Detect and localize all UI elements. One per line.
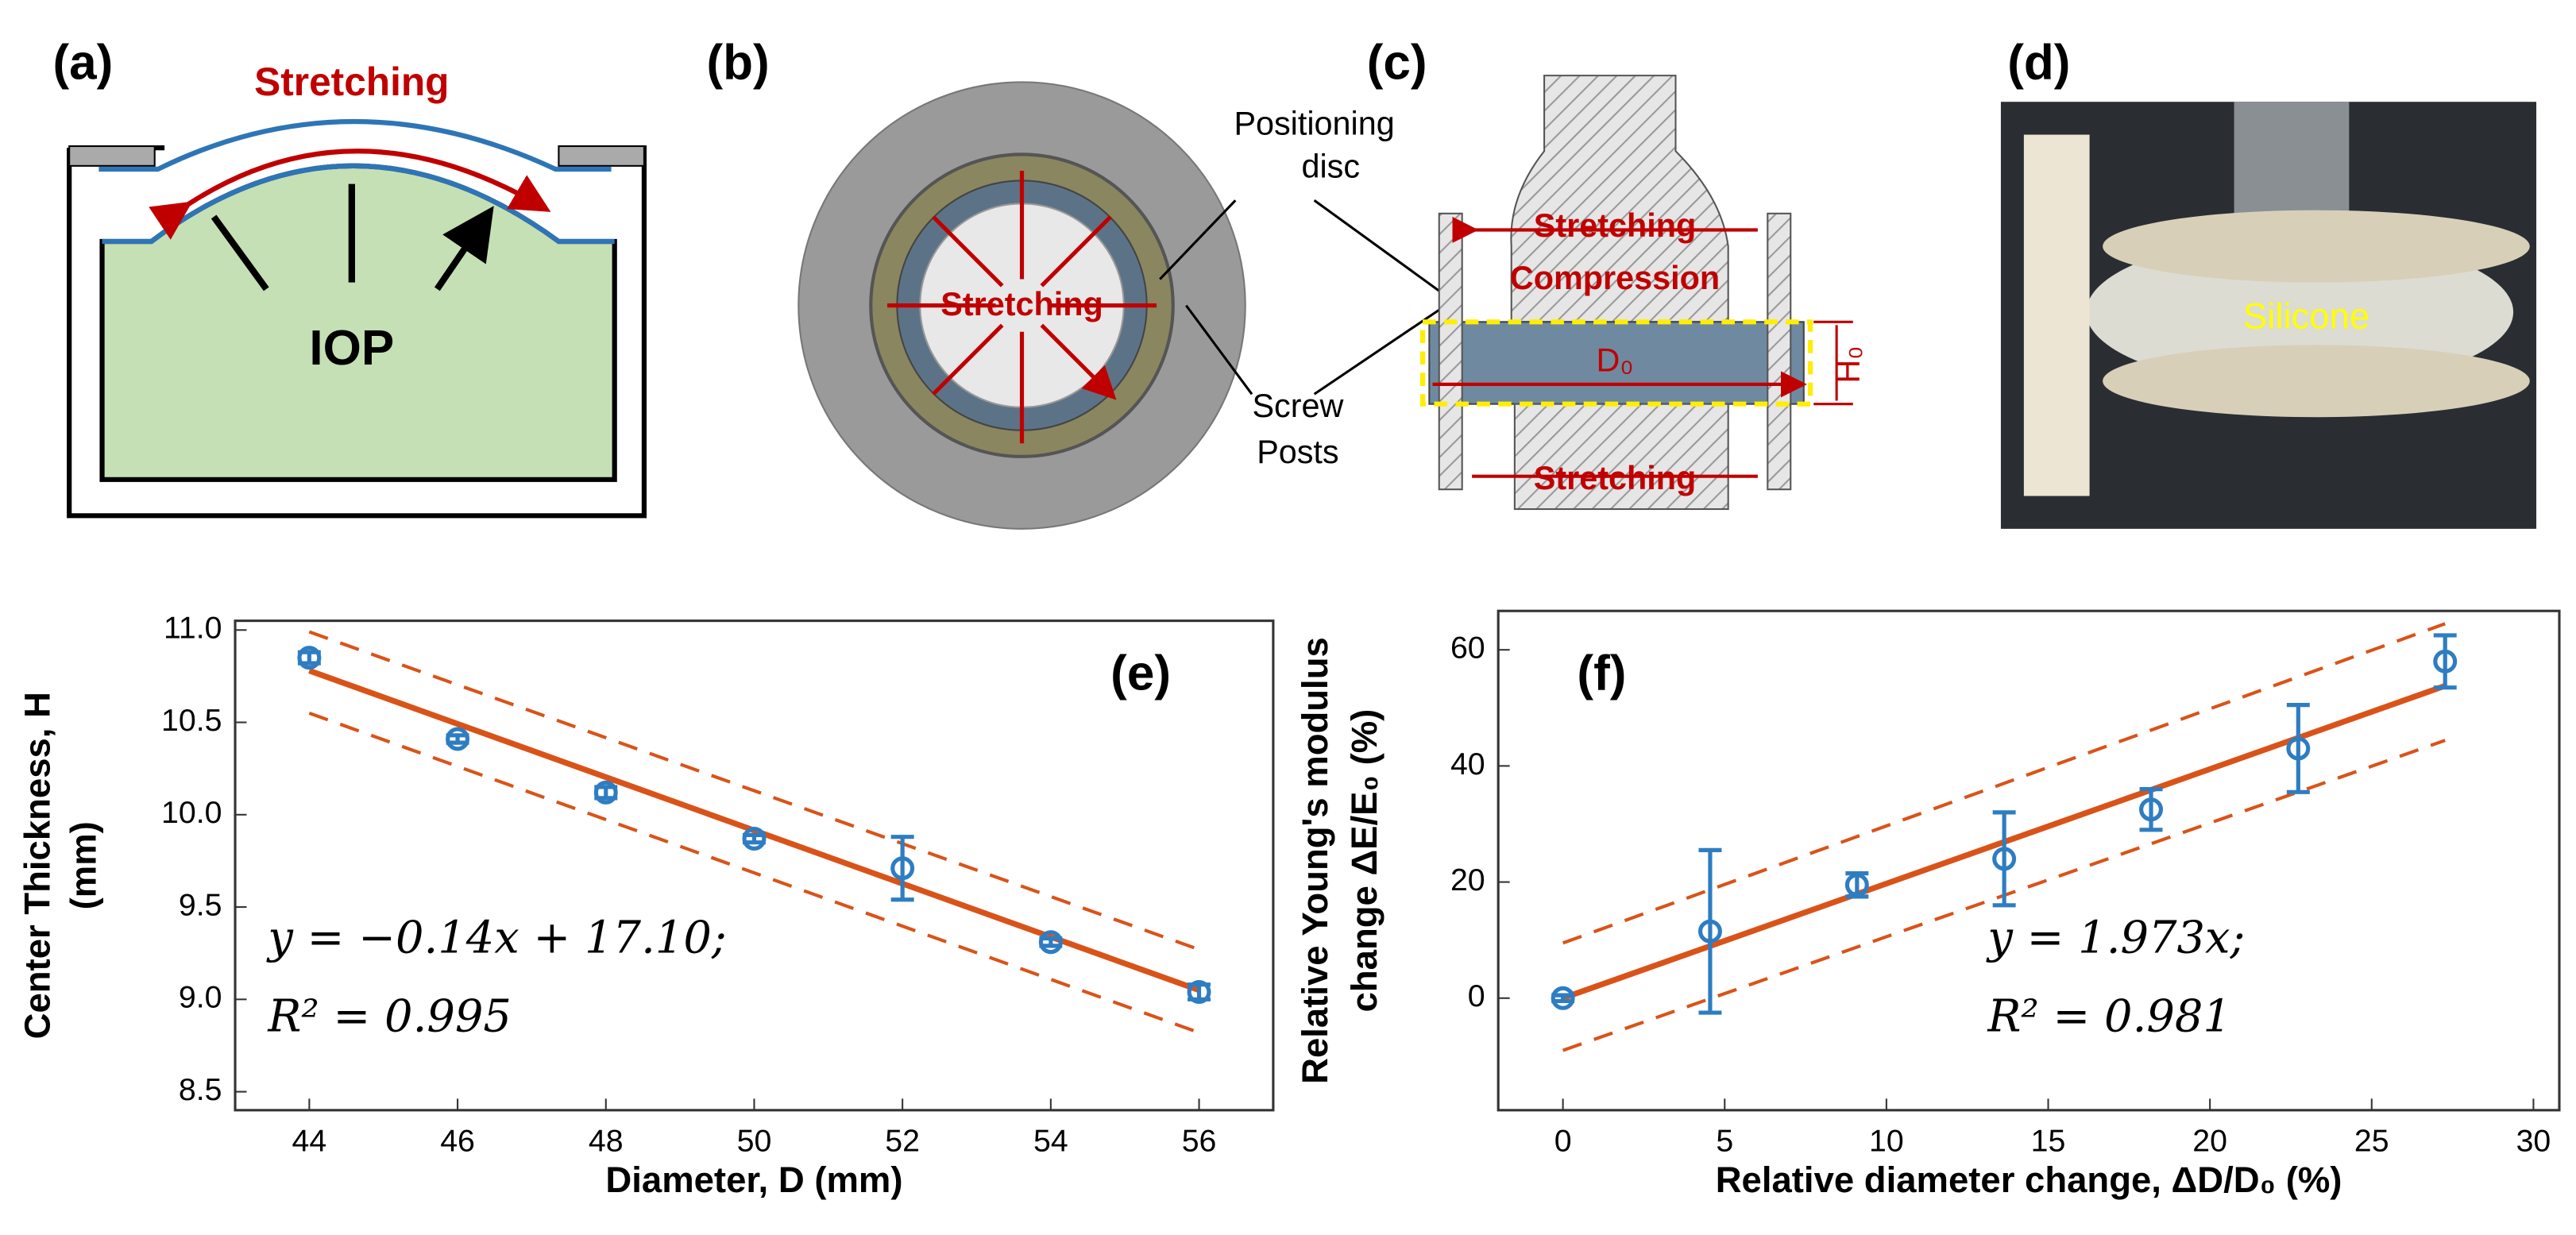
y-tick-label: 40 (1450, 747, 1485, 782)
point (1844, 873, 1869, 897)
annotation: R² = 0.981 (1987, 991, 2231, 1043)
y-axis-label: Relative Young's modulus (1295, 637, 1335, 1084)
chart: 0 5 10 15 20 25 30 0 20 40 60 Relative diameter cha… (1295, 609, 2561, 1200)
arrow (886, 171, 1157, 444)
label: IOP (309, 321, 394, 376)
point (1187, 980, 1211, 1005)
y-tick-label: 10.5 (161, 703, 222, 738)
error-bar (890, 835, 914, 902)
y-tick-label: 10.0 (161, 795, 222, 830)
panel-label: (e) (1110, 646, 1171, 700)
point (593, 780, 618, 805)
clamp (68, 145, 156, 167)
confidence-line (308, 630, 1200, 951)
error-bar (2286, 703, 2310, 794)
point (742, 827, 767, 851)
x-tick-label: 20 (2192, 1124, 2227, 1159)
panel-b: (b) Stretching Positioning disc Screw Po… (706, 35, 1446, 530)
x-axis-label: Diameter, D (mm) (605, 1160, 902, 1200)
x-tick-label: 10 (1869, 1124, 1904, 1159)
confidence-line (1562, 622, 2446, 945)
y-tick-label: 20 (1450, 863, 1485, 897)
point (890, 856, 915, 881)
x-tick-label: 0 (1554, 1124, 1572, 1159)
annotation: R² = 0.995 (267, 991, 512, 1043)
label: H₀ (1830, 346, 1867, 384)
frame (2023, 134, 2090, 496)
plot-frame (1497, 609, 2561, 1112)
panel-d: (d) Silicone (2000, 35, 2537, 529)
x-tick-label: 48 (589, 1124, 624, 1159)
y-tick-label: 9.5 (179, 887, 222, 922)
error-bar (1992, 810, 2016, 908)
label: Posts (1257, 434, 1338, 470)
x-tick-label: 52 (885, 1124, 920, 1159)
panel-a: (a) Stretching IOP (53, 35, 647, 519)
post (1438, 212, 1463, 491)
panel-label: (d) (2007, 35, 2070, 90)
point (2139, 797, 2164, 822)
x-tick-label: 5 (1716, 1124, 1733, 1159)
label: disc (1301, 148, 1360, 184)
plate (2103, 210, 2530, 283)
label: Positioning (1234, 106, 1394, 142)
annotation: y = −0.14x + 17.10; (265, 912, 726, 963)
confidence-line (308, 711, 1200, 1035)
x-tick-label: 50 (737, 1124, 772, 1159)
point (297, 646, 322, 670)
point (2433, 649, 2458, 673)
point (1992, 847, 2017, 871)
y-tick-label: 60 (1450, 631, 1485, 666)
arrow (210, 184, 486, 291)
y-axis-label: change ΔE/E₀ (%) (1344, 709, 1385, 1013)
x-tick-label: 25 (2354, 1124, 2389, 1159)
label: Stretching (254, 60, 449, 104)
point (1697, 919, 1722, 944)
x-axis-label: Relative diameter change, ΔD/D₀ (%) (1716, 1160, 2342, 1200)
plate (2103, 345, 2530, 418)
y-tick-label: 9.0 (179, 980, 222, 1015)
label: Screw (1252, 388, 1343, 424)
arrow (1432, 230, 1800, 478)
x-tick-label: 46 (440, 1124, 475, 1159)
photo-part (2234, 102, 2350, 217)
error-bar (1698, 847, 1722, 1015)
label: D₀ (1596, 342, 1633, 378)
label: Stretching (940, 286, 1103, 322)
y-tick-label: 11.0 (164, 611, 222, 646)
x-tick-label: 44 (292, 1124, 327, 1159)
label: Stretching (1534, 460, 1696, 496)
x-tick-label: 54 (1033, 1124, 1068, 1159)
panel-label: (c) (1367, 35, 1427, 90)
point (1038, 930, 1063, 955)
y-axis-label: (mm) (63, 821, 103, 909)
membrane (98, 118, 612, 172)
point (2286, 736, 2311, 761)
error-bar (2433, 633, 2457, 690)
y-tick-label: 0 (1468, 978, 1485, 1013)
chart: 44 46 48 50 52 54 56 8.5 9.0 9.5 10.0 10.5 11.0 Diame… (17, 611, 1275, 1200)
post (1767, 212, 1792, 491)
error-bar (2139, 787, 2163, 832)
leader (1159, 199, 1446, 396)
panel-c: (c) Stretching Compression D₀ H₀ Stretch… (1367, 35, 1867, 511)
y-axis-label: Center Thickness, H (17, 692, 57, 1039)
dimension (1813, 320, 1853, 406)
label: Stretching (1534, 207, 1696, 244)
x-tick-label: 30 (2516, 1124, 2551, 1159)
point (446, 727, 470, 751)
annotation: y = 1.973x; (1985, 912, 2245, 963)
panel-label: (f) (1577, 646, 1626, 700)
point (1551, 986, 1575, 1010)
label: Silicone (2243, 296, 2369, 337)
label: Compression (1510, 260, 1720, 296)
panel-label: (b) (706, 35, 769, 90)
x-tick-label: 56 (1182, 1124, 1217, 1159)
clamp (558, 145, 645, 167)
charts: 44 46 48 50 52 54 568.59.09.510.010.511.0Diame… (17, 609, 2561, 1200)
panel-label: (a) (53, 35, 114, 90)
y-tick-label: 8.5 (179, 1072, 222, 1107)
x-tick-label: 15 (2031, 1124, 2066, 1159)
